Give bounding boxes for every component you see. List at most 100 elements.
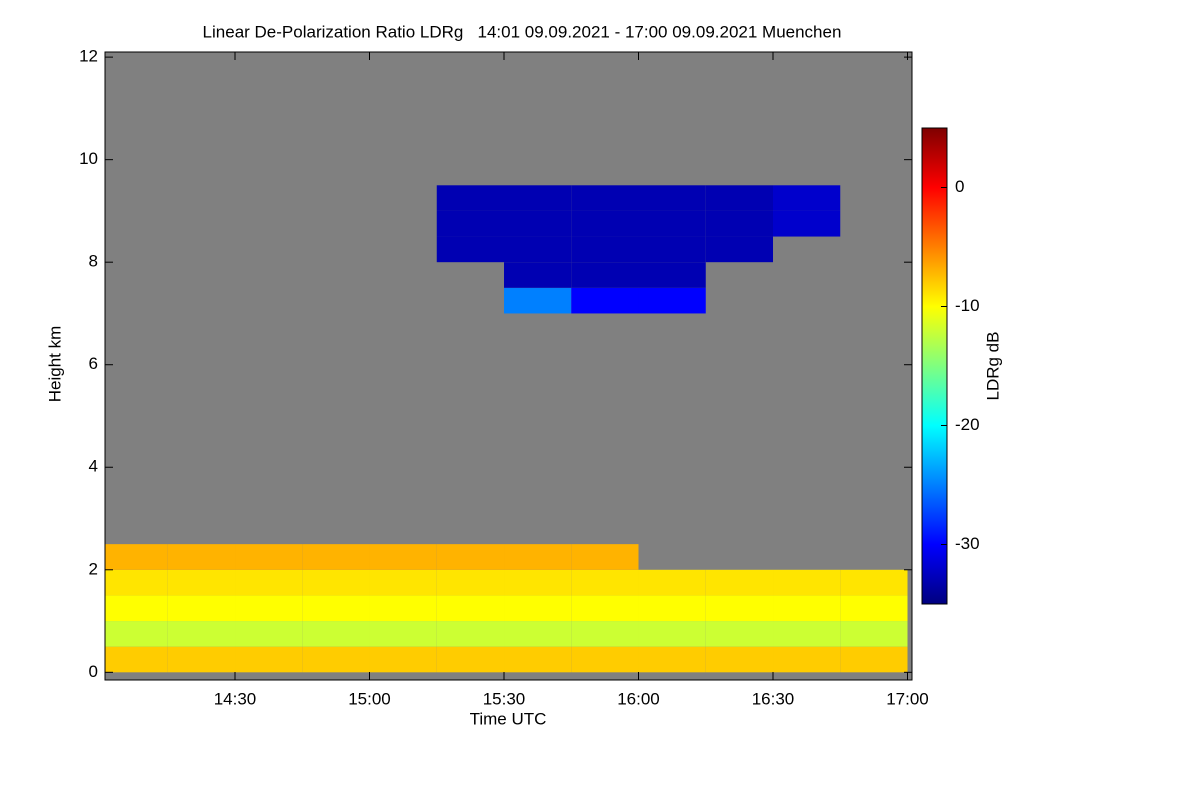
colorbar-label: LDRg dB [983,332,1002,401]
heatmap-cell [705,646,774,673]
x-tick-label: 15:00 [348,689,391,708]
colorbar-tick-label: -30 [955,534,980,553]
heatmap-cell [571,210,639,237]
heatmap-cell [705,569,774,596]
heatmap-cell [105,595,168,622]
y-axis-label: Height km [45,326,64,403]
heatmap-cell [504,287,572,314]
heatmap-cell [235,621,303,647]
heatmap-cell [167,544,236,570]
heatmap-cell [773,595,841,622]
heatmap-cell [105,646,168,673]
x-axis-label: Time UTC [470,709,547,728]
heatmap-cell [840,621,908,647]
colorbar-tick-label: -20 [955,415,980,434]
heatmap-cell [571,595,639,622]
x-tick-label: 17:00 [886,689,929,708]
heatmap-cell [105,569,168,596]
heatmap-cell [773,210,841,237]
heatmap-cell [638,287,706,314]
heatmap-cell [638,621,706,647]
heatmap-cell [571,185,639,211]
heatmap-cell [638,210,706,237]
heatmap-cell [638,646,706,673]
heatmap-cell [571,236,639,263]
heatmap-cell [105,621,168,647]
heatmap-cell [436,646,505,673]
heatmap-cell [235,595,303,622]
heatmap-cell [705,210,774,237]
heatmap-cell [705,185,774,211]
colorbar [921,127,948,605]
colorbar-tick-label: -10 [955,296,980,315]
chart-title: Linear De-Polarization Ratio LDRg 14:01 … [203,22,842,41]
heatmap-cell [436,210,505,237]
x-tick-label: 15:30 [483,689,526,708]
plot-frame [104,51,913,681]
heatmap-cell [571,544,639,570]
heatmap-cell [504,621,572,647]
heatmap-cell [840,646,908,673]
heatmap-cell [571,646,639,673]
heatmap-cell [638,185,706,211]
heatmap-cell [436,236,505,263]
heatmap-cell [571,262,639,288]
heatmap-cell [705,236,774,263]
y-tick-label: 10 [79,149,98,168]
heatmap-cell [436,185,505,211]
heatmap-cell [638,236,706,263]
heatmap-cell [504,595,572,622]
y-tick-label: 4 [89,457,98,476]
heatmap-cell [167,621,236,647]
heatmap-cell [773,621,841,647]
heatmap-cell [369,544,437,570]
y-tick-label: 6 [89,354,98,373]
heatmap-cell [773,569,841,596]
y-tick-label: 8 [89,252,98,271]
heatmap-cell [369,569,437,596]
heatmap-cell [235,544,303,570]
heatmap-cell [504,569,572,596]
x-tick-label: 14:30 [214,689,257,708]
heatmap-cell [167,595,236,622]
heatmap-cell [302,569,370,596]
heatmap-cell [504,646,572,673]
heatmap-cell [504,236,572,263]
colorbar-tick-label: 0 [955,177,964,196]
heatmap-cell [638,595,706,622]
heatmap-cell [705,621,774,647]
y-tick-label: 12 [79,47,98,66]
heatmap-cell [369,646,437,673]
heatmap-cell [705,595,774,622]
x-tick-label: 16:30 [752,689,795,708]
heatmap-cell [504,544,572,570]
heatmap-cell [235,646,303,673]
heatmap-cell [840,569,908,596]
heatmap-cell [302,544,370,570]
heatmap-cell [773,185,841,211]
heatmap-cell [504,210,572,237]
heatmap-cell [369,595,437,622]
heatmap-cell [504,262,572,288]
heatmap-cell [840,595,908,622]
heatmap-cell [302,595,370,622]
heatmap-cell [436,595,505,622]
heatmap-cell [436,569,505,596]
heatmap-cell [571,569,639,596]
heatmap-cell [167,569,236,596]
heatmap-cell [436,544,505,570]
heatmap-cell [105,544,168,570]
heatmap-cell [638,262,706,288]
heatmap-cell [302,621,370,647]
x-tick-label: 16:00 [617,689,660,708]
y-tick-label: 0 [89,662,98,681]
heatmap-cell [571,287,639,314]
heatmap-cell [436,621,505,647]
y-tick-label: 2 [89,559,98,578]
heatmap-cell [302,646,370,673]
heatmap-cell [773,646,841,673]
heatmap-cell [167,646,236,673]
heatmap-cell [504,185,572,211]
heatmap-cell [571,621,639,647]
